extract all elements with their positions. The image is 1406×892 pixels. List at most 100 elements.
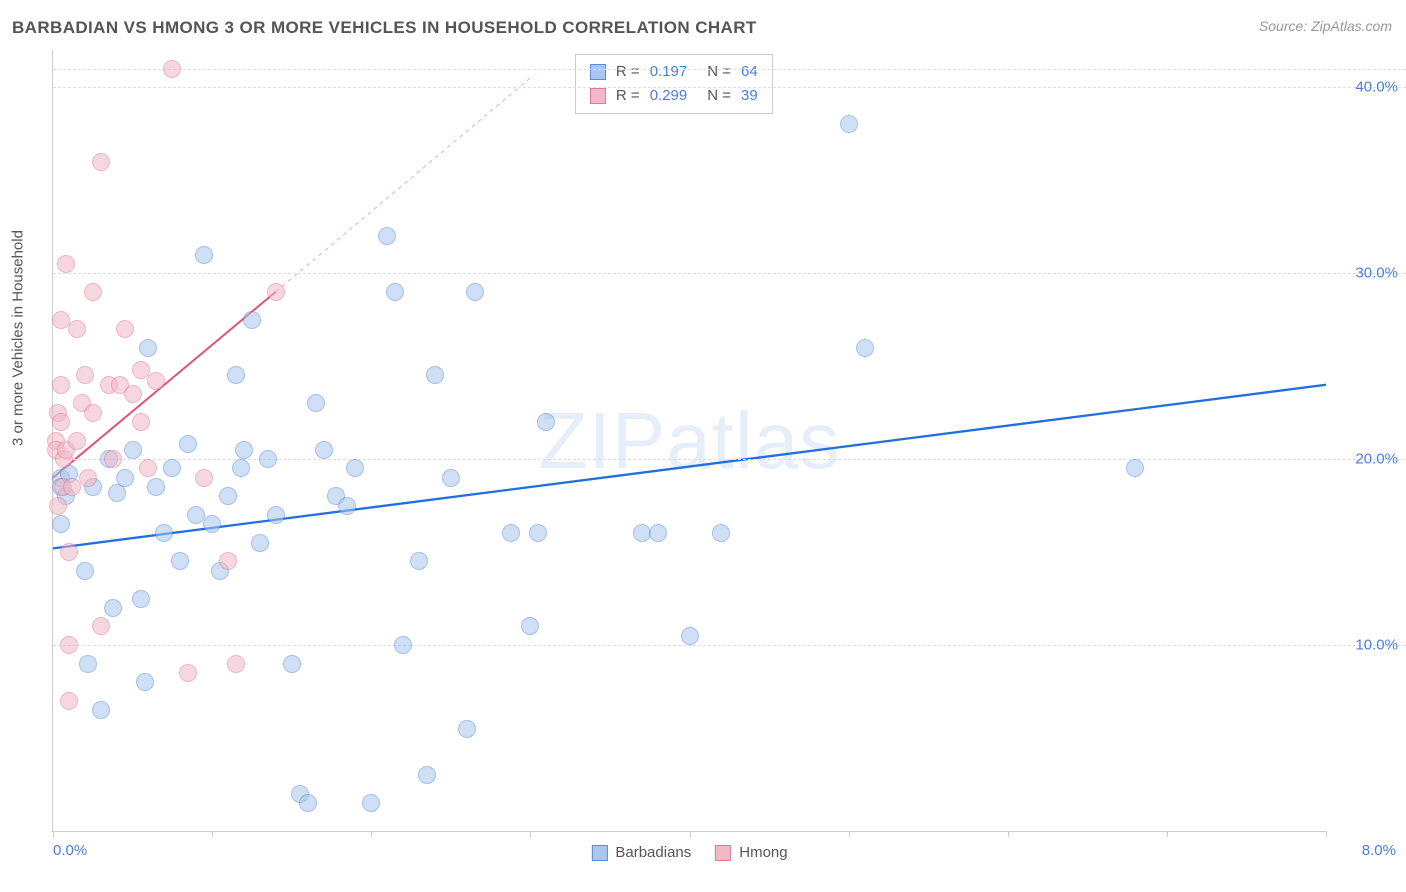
scatter-point: [92, 153, 110, 171]
scatter-point: [52, 376, 70, 394]
stats-n-label: N =: [707, 60, 731, 84]
scatter-point: [76, 562, 94, 580]
scatter-point: [307, 394, 325, 412]
scatter-point: [147, 372, 165, 390]
x-tick: [1326, 831, 1327, 837]
scatter-point: [649, 524, 667, 542]
scatter-point: [84, 404, 102, 422]
scatter-point: [458, 720, 476, 738]
scatter-point: [283, 655, 301, 673]
scatter-point: [315, 441, 333, 459]
gridline-h: [53, 459, 1406, 460]
legend-label: Barbadians: [615, 844, 691, 861]
scatter-point: [346, 459, 364, 477]
scatter-point: [219, 487, 237, 505]
scatter-point: [418, 766, 436, 784]
scatter-point: [132, 590, 150, 608]
scatter-point: [394, 636, 412, 654]
scatter-point: [163, 60, 181, 78]
x-tick: [371, 831, 372, 837]
x-tick-label: 8.0%: [1362, 842, 1396, 859]
stats-legend-box: R =0.197N =64R =0.299N =39: [575, 54, 773, 114]
scatter-point: [92, 701, 110, 719]
scatter-point: [856, 339, 874, 357]
scatter-point: [386, 283, 404, 301]
scatter-point: [132, 413, 150, 431]
scatter-point: [219, 552, 237, 570]
scatter-point: [179, 435, 197, 453]
scatter-point: [124, 441, 142, 459]
scatter-point: [521, 617, 539, 635]
chart-source: Source: ZipAtlas.com: [1259, 18, 1392, 34]
scatter-point: [529, 524, 547, 542]
y-tick-label: 30.0%: [1355, 265, 1398, 282]
scatter-point: [92, 617, 110, 635]
scatter-point: [466, 283, 484, 301]
scatter-point: [104, 450, 122, 468]
scatter-point: [299, 794, 317, 812]
scatter-point: [232, 459, 250, 477]
scatter-point: [712, 524, 730, 542]
scatter-point: [227, 655, 245, 673]
scatter-point: [147, 478, 165, 496]
scatter-point: [155, 524, 173, 542]
scatter-point: [502, 524, 520, 542]
x-tick: [530, 831, 531, 837]
legend-label: Hmong: [739, 844, 787, 861]
scatter-point: [116, 469, 134, 487]
scatter-point: [195, 469, 213, 487]
scatter-point: [426, 366, 444, 384]
scatter-point: [171, 552, 189, 570]
legend-swatch: [591, 845, 607, 861]
scatter-point: [267, 506, 285, 524]
scatter-point: [84, 283, 102, 301]
x-tick: [1008, 831, 1009, 837]
scatter-point: [63, 478, 81, 496]
legend-swatch: [715, 845, 731, 861]
scatter-point: [52, 515, 70, 533]
gridline-h: [53, 87, 1406, 88]
scatter-point: [49, 497, 67, 515]
legend-swatch: [590, 88, 606, 104]
scatter-point: [195, 246, 213, 264]
stats-r-label: R =: [616, 60, 640, 84]
scatter-point: [60, 543, 78, 561]
scatter-point: [139, 339, 157, 357]
gridline-h: [53, 645, 1406, 646]
legend-item: Barbadians: [591, 844, 691, 861]
x-tick: [849, 831, 850, 837]
scatter-point: [79, 469, 97, 487]
stats-r-value: 0.197: [650, 60, 688, 84]
scatter-point: [163, 459, 181, 477]
scatter-point: [139, 459, 157, 477]
y-axis-label: 3 or more Vehicles in Household: [10, 230, 27, 446]
scatter-point: [68, 432, 86, 450]
legend-item: Hmong: [715, 844, 787, 861]
scatter-point: [124, 385, 142, 403]
gridline-h: [53, 273, 1406, 274]
scatter-point: [60, 692, 78, 710]
scatter-point: [68, 320, 86, 338]
chart-title: BARBADIAN VS HMONG 3 OR MORE VEHICLES IN…: [12, 18, 757, 38]
scatter-point: [442, 469, 460, 487]
scatter-point: [52, 413, 70, 431]
scatter-point: [235, 441, 253, 459]
legend-swatch: [590, 64, 606, 80]
scatter-point: [338, 497, 356, 515]
y-tick-label: 40.0%: [1355, 79, 1398, 96]
scatter-point: [243, 311, 261, 329]
chart-container: BARBADIAN VS HMONG 3 OR MORE VEHICLES IN…: [0, 0, 1406, 892]
scatter-point: [116, 320, 134, 338]
x-tick: [53, 831, 54, 837]
scatter-point: [79, 655, 97, 673]
scatter-point: [57, 255, 75, 273]
scatter-point: [362, 794, 380, 812]
y-tick-label: 20.0%: [1355, 451, 1398, 468]
scatter-point: [179, 664, 197, 682]
scatter-point: [251, 534, 269, 552]
series-legend: Barbadians Hmong: [591, 844, 787, 861]
x-tick: [1167, 831, 1168, 837]
scatter-point: [203, 515, 221, 533]
chart-plot-area: ZIPatlas R =0.197N =64R =0.299N =39 Barb…: [52, 50, 1326, 832]
scatter-point: [104, 599, 122, 617]
